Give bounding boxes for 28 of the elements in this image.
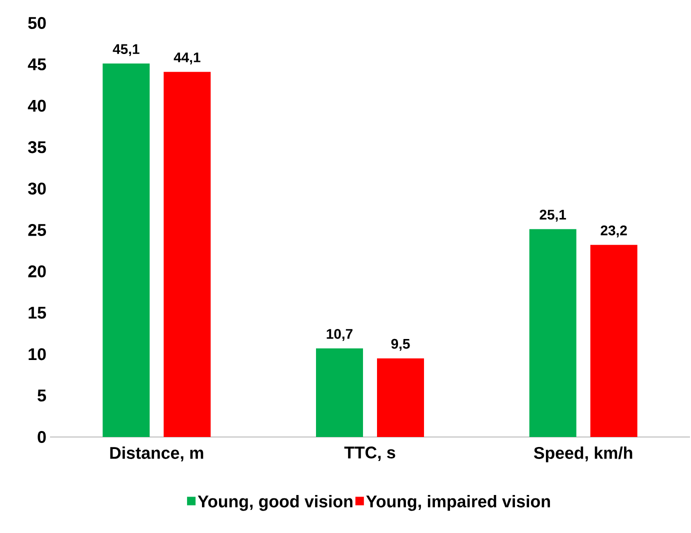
legend-label: Young, good vision bbox=[198, 495, 352, 511]
y-tick-label: 50 bbox=[28, 16, 46, 29]
data-label: 45,1 bbox=[112, 44, 140, 56]
y-tick-label: 15 bbox=[28, 306, 46, 319]
y-tick-label: 40 bbox=[28, 100, 46, 112]
bar bbox=[102, 64, 150, 437]
y-tick-label: 10 bbox=[28, 348, 46, 360]
y-tick-label: 30 bbox=[28, 182, 46, 195]
x-tick-label: Distance, m bbox=[110, 446, 204, 462]
data-label: 44,1 bbox=[174, 52, 200, 64]
bar bbox=[529, 229, 576, 437]
bar bbox=[590, 244, 638, 437]
y-tick-label: 0 bbox=[38, 430, 46, 443]
data-label: 9,5 bbox=[391, 338, 410, 351]
x-tick-label: Speed, km/h bbox=[534, 446, 632, 462]
bar bbox=[377, 358, 424, 437]
y-tick-label: 20 bbox=[28, 265, 46, 278]
y-tick-label: 35 bbox=[28, 141, 46, 154]
bar bbox=[164, 72, 211, 437]
y-tick-label: 5 bbox=[38, 390, 46, 402]
legend-label: Young, impaired vision bbox=[366, 495, 550, 511]
x-tick-label: TTC, s bbox=[344, 446, 396, 461]
y-tick-label: 45 bbox=[28, 58, 46, 70]
y-tick-label: 25 bbox=[28, 224, 46, 236]
data-label: 10,7 bbox=[326, 328, 352, 341]
bar bbox=[316, 348, 364, 437]
data-label: 25,1 bbox=[540, 210, 566, 222]
data-label: 23,2 bbox=[600, 225, 627, 238]
